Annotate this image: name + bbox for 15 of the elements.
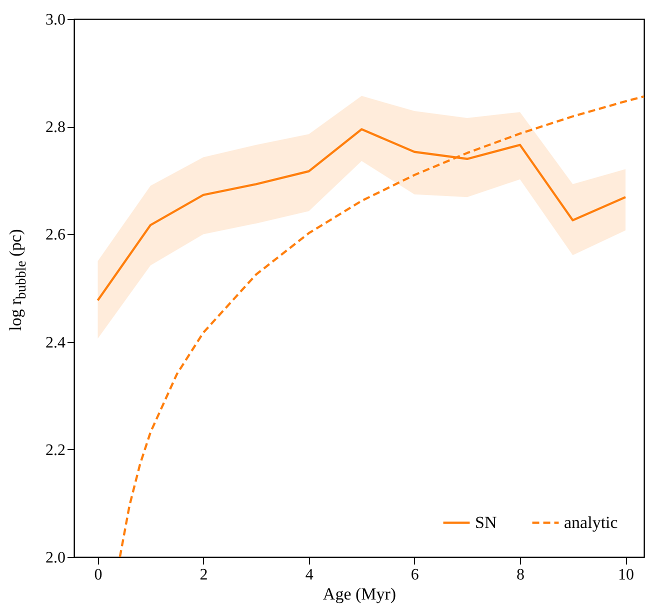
y-tick-label: 2.4 — [46, 334, 66, 352]
y-tick-label: 2.6 — [46, 226, 66, 244]
y-tick-label: 2.0 — [46, 550, 66, 566]
y-tick-label: 3.0 — [46, 12, 66, 28]
legend-label: SN — [475, 512, 497, 532]
x-tick-label: 4 — [305, 566, 314, 584]
x-axis-title: Age (Myr) — [322, 584, 396, 604]
x-tick-label: 10 — [618, 566, 634, 584]
y-tick-label: 2.2 — [46, 442, 66, 459]
y-tick-label: 2.8 — [46, 119, 66, 136]
x-tick-label: 6 — [410, 566, 419, 584]
x-tick-label: 8 — [516, 566, 524, 584]
x-tick-label: 2 — [200, 566, 208, 584]
legend-label: analytic — [564, 512, 618, 532]
x-tick-label: 0 — [94, 566, 102, 584]
